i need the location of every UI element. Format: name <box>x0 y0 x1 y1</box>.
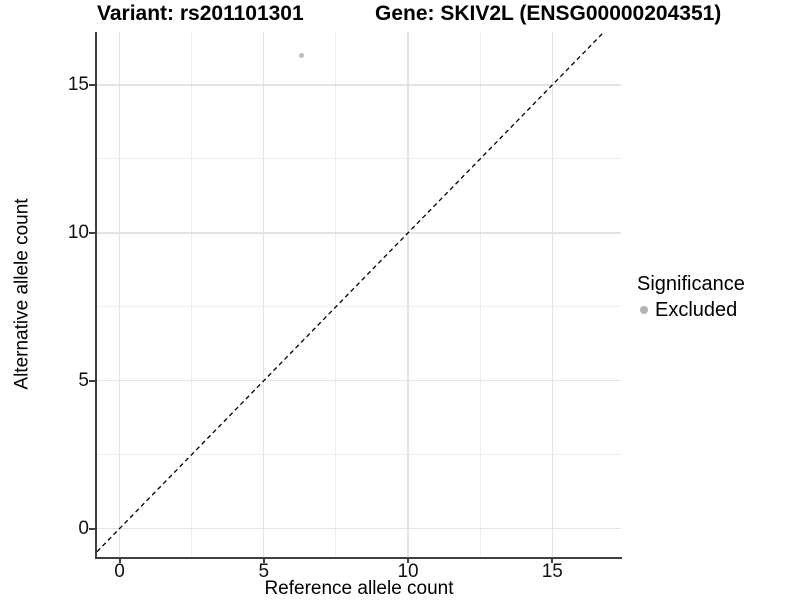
x-tick-mark <box>118 557 121 563</box>
plot-title-gene: Gene: SKIV2L (ENSG00000204351) <box>375 2 722 25</box>
x-tick-label: 10 <box>397 561 419 582</box>
y-tick-mark <box>89 527 95 530</box>
y-tick-label: 0 <box>78 517 89 539</box>
y-tick-label: 10 <box>67 221 89 243</box>
legend-item: Excluded <box>637 299 745 321</box>
x-axis-title: Reference allele count <box>264 578 454 599</box>
y-tick-mark <box>89 231 95 234</box>
x-tick-mark <box>262 557 265 563</box>
y-tick-mark <box>89 379 95 382</box>
legend-items: Excluded <box>637 299 745 321</box>
x-tick-mark <box>407 557 410 563</box>
y-tick-mark <box>89 83 95 86</box>
y-tick-label: 5 <box>78 369 89 391</box>
x-tick-label: 5 <box>258 561 270 582</box>
plot-panel <box>95 32 622 559</box>
plot-title-variant: Variant: rs201101301 <box>97 2 304 25</box>
y-tick-label: 15 <box>67 73 89 95</box>
x-tick-label: 15 <box>541 561 563 582</box>
x-tick-label: 0 <box>114 561 125 582</box>
legend: Significance Excluded <box>637 273 745 321</box>
legend-title: Significance <box>637 273 745 295</box>
y-axis-title: Alternative allele count <box>11 198 33 390</box>
legend-key-dot-icon <box>640 306 648 314</box>
legend-item-label: Excluded <box>655 299 738 321</box>
x-tick-mark <box>551 557 554 563</box>
